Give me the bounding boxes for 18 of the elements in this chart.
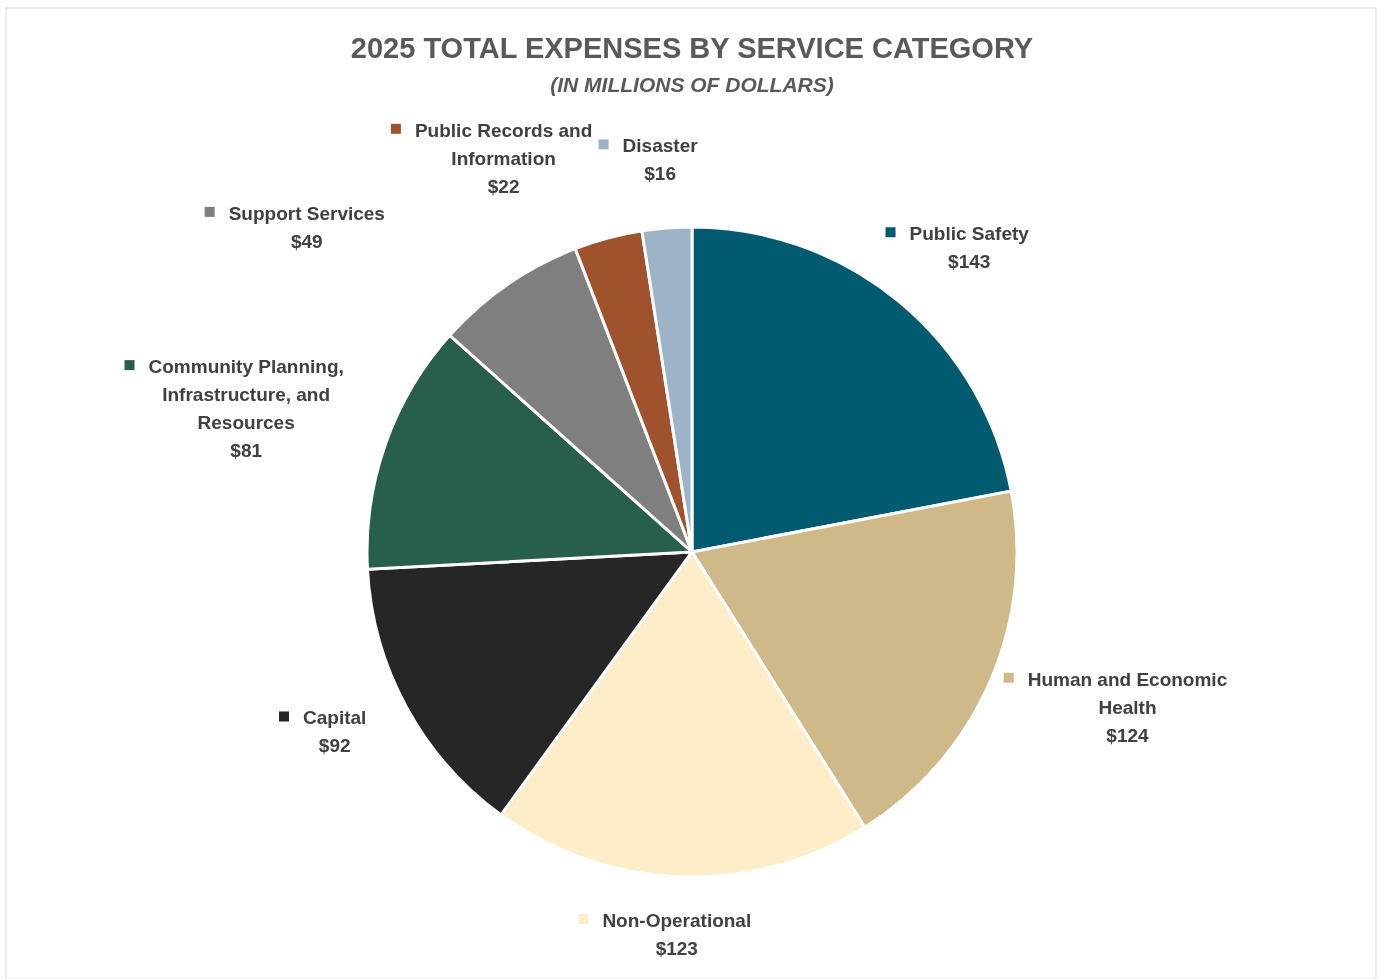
data-label: $16 bbox=[644, 163, 676, 185]
data-label: $92 bbox=[318, 735, 351, 757]
legend-label: Public Records and Information bbox=[414, 119, 593, 169]
data-label: $49 bbox=[290, 230, 323, 252]
data-label: $124 bbox=[1106, 724, 1150, 746]
data-label: $123 bbox=[655, 937, 698, 959]
chart-title: 2025 TOTAL EXPENSES BY SERVICE CATEGORY bbox=[350, 32, 1034, 64]
legend-label: Public Safety bbox=[909, 223, 1030, 245]
data-label: $81 bbox=[230, 440, 263, 462]
legend-label: Non-Operational bbox=[602, 909, 752, 931]
legend-label: Disaster bbox=[622, 135, 699, 157]
legend-label: Capital bbox=[303, 707, 367, 729]
legend-label: Human and Economic Health bbox=[1027, 668, 1228, 718]
data-label: $22 bbox=[487, 175, 520, 197]
legend-label: Community Planning, Infrastructure, and Resources bbox=[148, 356, 344, 434]
chart-subtitle: (IN MILLIONS OF DOLLARS) bbox=[550, 73, 834, 96]
data-label: $143 bbox=[948, 251, 991, 273]
legend-label: Support Services bbox=[228, 202, 385, 224]
